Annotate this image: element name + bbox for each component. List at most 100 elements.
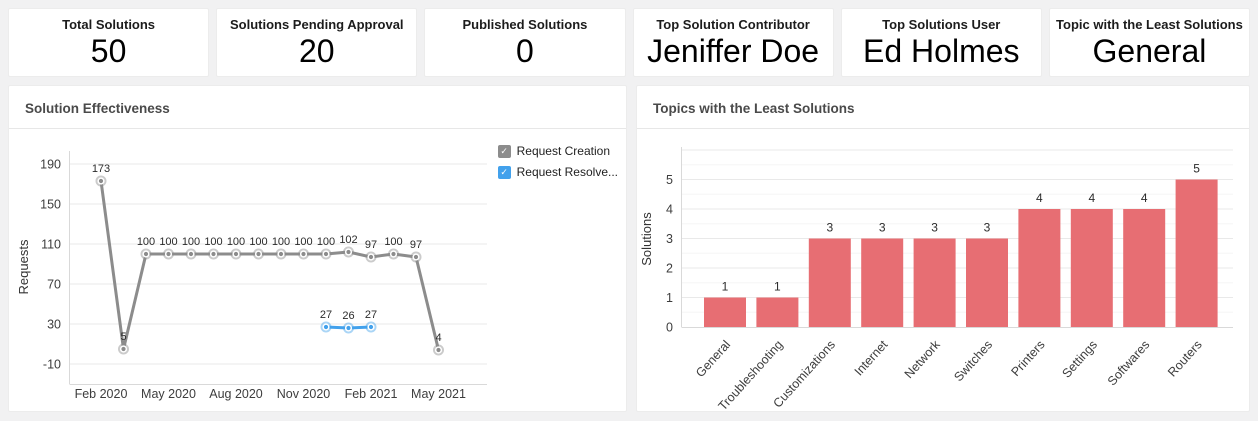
svg-text:May 2020: May 2020 <box>141 387 196 401</box>
svg-text:Solutions: Solutions <box>639 212 654 266</box>
bar-network[interactable] <box>913 238 956 328</box>
legend-label: Request Creation <box>516 144 610 158</box>
svg-text:General: General <box>693 338 733 380</box>
bar-printers[interactable] <box>1018 209 1061 327</box>
svg-text:5: 5 <box>666 173 673 187</box>
svg-text:100: 100 <box>204 236 222 248</box>
svg-text:100: 100 <box>294 236 312 248</box>
svg-text:100: 100 <box>137 236 155 248</box>
svg-text:97: 97 <box>365 239 377 251</box>
svg-text:30: 30 <box>47 318 61 332</box>
checkbox-checked-icon[interactable]: ✓ <box>497 165 511 179</box>
stat-value: 20 <box>298 32 335 69</box>
svg-text:May 2021: May 2021 <box>411 387 466 401</box>
stat-card-published-solutions: Published Solutions 0 <box>424 8 626 77</box>
kpi-cards-row: Total Solutions 50 Solutions Pending App… <box>8 8 1251 77</box>
svg-text:Network: Network <box>902 337 944 381</box>
bar-switches[interactable] <box>966 238 1008 328</box>
divider <box>9 128 626 129</box>
charts-row: Solution Effectiveness 190 1 5 0 110 70 30 -10 F… <box>8 85 1250 412</box>
stat-card-topic-least-solutions: Topic with the Least Solutions General <box>1048 8 1251 77</box>
panel-topics-least-solutions: Topics with the Least Solutions 0 1 2 3 4 5 1 G… <box>636 85 1250 412</box>
svg-text:100: 100 <box>227 236 245 248</box>
bar-troubleshooting[interactable] <box>756 297 799 328</box>
svg-text:100: 100 <box>272 236 290 248</box>
svg-text:Printers: Printers <box>1008 338 1047 379</box>
stat-card-total-solutions: Total Solutions 50 <box>8 8 210 77</box>
svg-text:Feb 2021: Feb 2021 <box>345 387 398 401</box>
svg-text:Requests: Requests <box>16 239 31 294</box>
stat-value: General <box>1092 32 1207 69</box>
svg-text:4: 4 <box>1141 191 1148 205</box>
bar-chart-canvas[interactable]: 0123451General1Troubleshooting3Customiza… <box>637 129 1250 412</box>
line-chart-canvas[interactable]: 190 150 110 70 30 -10 Feb 2020 May 2020 Aug 2020… <box>9 129 627 412</box>
legend-label: Request Resolve... <box>516 165 618 179</box>
line-chart-legend: ✓ Request Creation ✓ Request Resolve... <box>497 144 618 179</box>
panel-title: Solution Effectiveness <box>25 101 170 116</box>
svg-text:173: 173 <box>92 163 110 175</box>
divider <box>637 128 1249 129</box>
bar-general[interactable] <box>704 297 746 328</box>
bar-customizations[interactable] <box>808 238 851 328</box>
svg-text:100: 100 <box>159 236 177 248</box>
svg-text:70: 70 <box>47 278 61 292</box>
svg-text:Routers: Routers <box>1165 338 1205 380</box>
stat-label: Top Solution Contributor <box>656 16 810 32</box>
svg-text:100: 100 <box>249 236 267 248</box>
svg-text:Settings: Settings <box>1059 338 1100 381</box>
checkbox-checked-icon[interactable]: ✓ <box>497 144 511 158</box>
svg-text:27: 27 <box>365 309 377 321</box>
svg-text:4: 4 <box>1036 191 1043 205</box>
svg-text:Feb 2020: Feb 2020 <box>75 387 128 401</box>
bar-chart-area: 0 1 2 3 4 5 1 General 1 Troubleshooting 3 Customiza… <box>637 129 1250 412</box>
svg-text:4: 4 <box>1088 191 1095 205</box>
svg-text:110: 110 <box>41 238 61 252</box>
svg-text:27: 27 <box>320 309 332 321</box>
svg-text:Nov 2020: Nov 2020 <box>277 387 331 401</box>
legend-item-request-resolved[interactable]: ✓ Request Resolve... <box>497 165 618 179</box>
stat-value: 0 <box>516 32 534 69</box>
svg-text:3: 3 <box>826 221 833 235</box>
stat-label: Top Solutions User <box>882 16 1001 32</box>
panel-title: Topics with the Least Solutions <box>653 101 855 116</box>
bar-internet[interactable] <box>861 238 904 328</box>
svg-text:0: 0 <box>666 321 673 335</box>
svg-text:1: 1 <box>666 291 673 305</box>
stat-label: Total Solutions <box>62 16 156 32</box>
svg-text:3: 3 <box>984 221 991 235</box>
bar-routers[interactable] <box>1175 179 1218 328</box>
svg-text:5: 5 <box>120 331 126 343</box>
svg-text:26: 26 <box>342 310 354 322</box>
legend-item-request-creation[interactable]: ✓ Request Creation <box>497 144 618 158</box>
svg-text:Softwares: Softwares <box>1105 338 1153 389</box>
dashboard: Total Solutions 50 Solutions Pending App… <box>8 8 1251 412</box>
svg-text:3: 3 <box>666 232 673 246</box>
stat-value: Ed Holmes <box>863 32 1020 69</box>
stat-label: Solutions Pending Approval <box>229 16 404 32</box>
stat-card-top-solutions-user: Top Solutions User Ed Holmes <box>840 8 1042 77</box>
bar-settings[interactable] <box>1070 209 1113 327</box>
panel-solution-effectiveness: Solution Effectiveness 190 150 110 70 30 -10 F… <box>8 85 627 412</box>
stat-value: Jeniffer Doe <box>647 32 820 69</box>
line-chart-area: 190 150 110 70 30 -10 Feb 2020 May 2020 Aug 2020… <box>9 129 627 412</box>
stat-value: 50 <box>90 32 127 69</box>
stat-card-top-solution-contributor: Top Solution Contributor Jeniffer Doe <box>632 8 834 77</box>
svg-text:1: 1 <box>774 280 781 294</box>
svg-text:Switches: Switches <box>951 338 995 385</box>
svg-text:100: 100 <box>317 236 335 248</box>
svg-text:5: 5 <box>1193 162 1200 176</box>
svg-text:100: 100 <box>384 236 402 248</box>
svg-text:100: 100 <box>182 236 200 248</box>
svg-text:2: 2 <box>666 262 673 276</box>
stat-label: Topic with the Least Solutions <box>1056 16 1243 32</box>
svg-text:Internet: Internet <box>852 337 891 378</box>
svg-text:190: 190 <box>40 158 61 172</box>
svg-text:97: 97 <box>410 239 422 251</box>
svg-text:3: 3 <box>931 221 938 235</box>
bar-softwares[interactable] <box>1123 209 1166 327</box>
stat-card-solutions-pending-approval: Solutions Pending Approval 20 <box>216 8 418 77</box>
svg-text:3: 3 <box>879 221 886 235</box>
svg-text:Aug 2020: Aug 2020 <box>209 387 263 401</box>
svg-text:-10: -10 <box>43 358 61 372</box>
stat-label: Published Solutions <box>462 16 588 32</box>
